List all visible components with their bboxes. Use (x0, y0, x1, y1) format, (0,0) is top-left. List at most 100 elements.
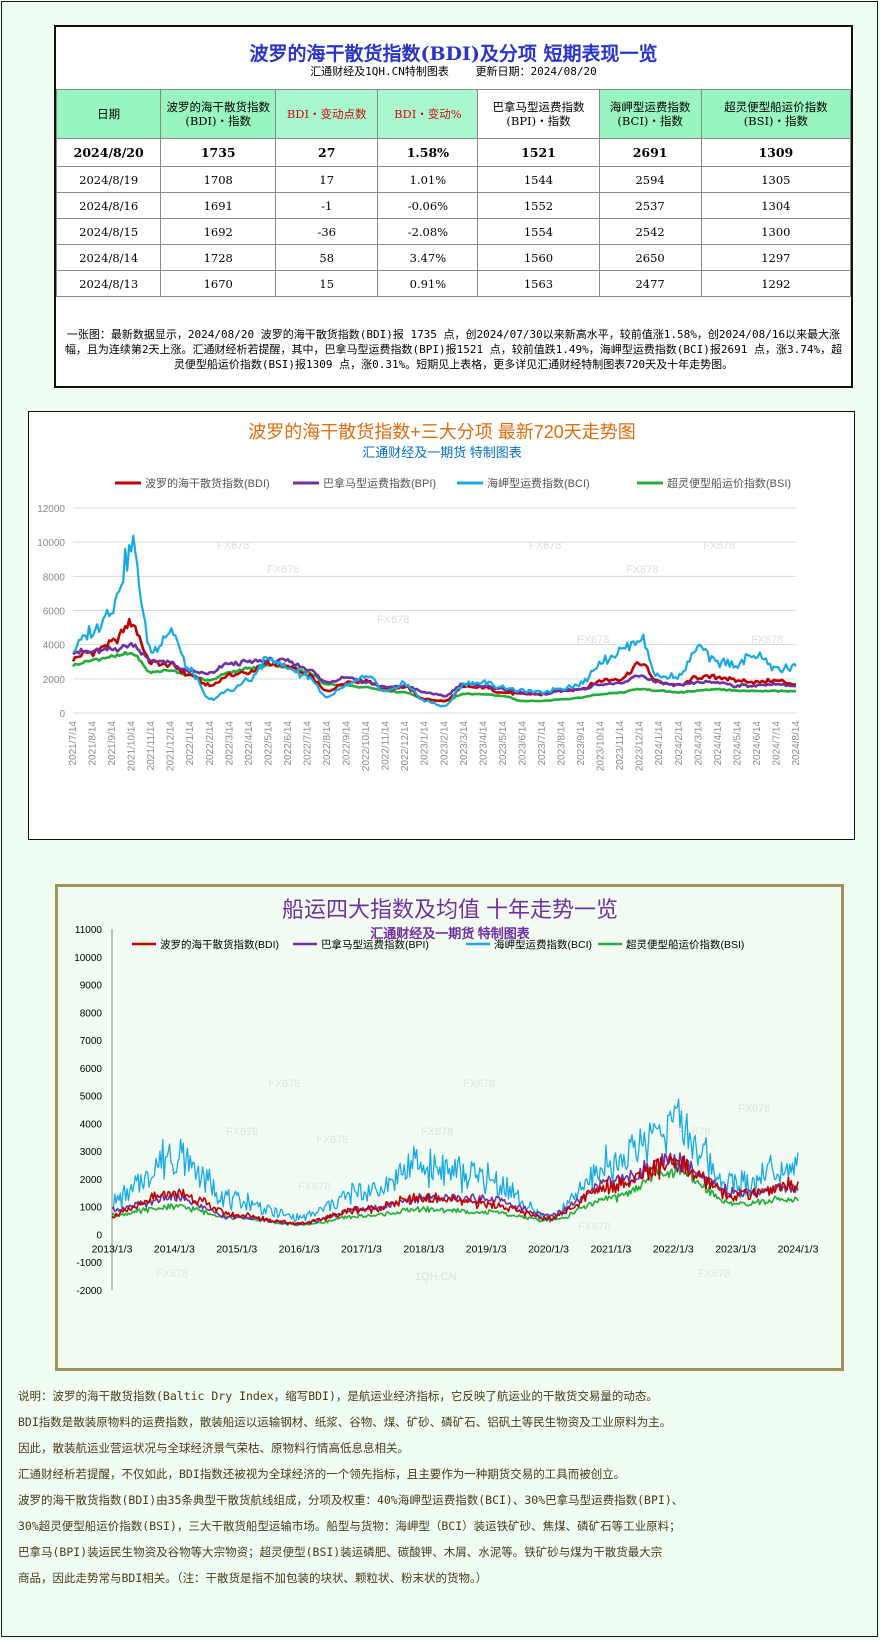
col-header-bdi-pct: BDI・变动% (377, 89, 479, 139)
table-cell: 1300 (700, 218, 852, 245)
table-cell: 2024/8/13 (55, 270, 162, 297)
table-cell: 1554 (477, 218, 600, 245)
y-tick-label: 7000 (80, 1036, 103, 1047)
table-row: 2024/8/13 1670 15 0.91% 1563 2477 1292 (55, 270, 852, 297)
table-row: 2024/8/16 1691 -1 -0.06% 1552 2537 1304 (55, 192, 852, 219)
y-tick-label: 8000 (80, 1008, 103, 1019)
update-date: 更新日期：2024/08/20 (475, 65, 597, 78)
watermark: FX678 (529, 540, 561, 552)
footer-line: 巴拿马(BPI)装运民生物资及谷物等大宗物资；超灵便型(BSI)装运磷肥、碳酸钾… (18, 1545, 663, 1559)
y-tick-label: 0 (96, 1230, 102, 1241)
x-tick-label: 2022/5/14 (263, 721, 274, 766)
table-cell: 1.58% (377, 138, 479, 167)
chart-subtitle: 汇通财经及一期货 特制图表 (370, 926, 531, 941)
source-label: 汇通财经及1QH.CN特制图表 (310, 65, 449, 78)
y-tick-label: 9000 (80, 981, 103, 992)
x-tick-label: 2024/8/14 (791, 721, 802, 766)
x-tick-label: 2023/12/14 (635, 721, 646, 771)
legend-label: 波罗的海干散货指数(BDI) (160, 938, 279, 951)
footer-line: 商品，因此走势常与BDI相关。（注：干散货是指不加包装的块状、颗粒状、粉末状的货… (18, 1571, 488, 1585)
legend-label: 波罗的海干散货指数(BDI) (145, 476, 270, 490)
table-cell: 1692 (160, 218, 277, 245)
col-header-bpi: 巴拿马型运费指数 (BPI)・指数 (477, 89, 600, 139)
table-cell: 2594 (598, 166, 702, 193)
x-tick-label: 2024/2/14 (674, 721, 685, 766)
series-line-2 (111, 1152, 799, 1226)
y-tick-label: 11000 (75, 925, 103, 936)
x-tick-label: 2022/1/3 (653, 1243, 694, 1255)
legend-label: 超灵便型船运价指数(BSI) (667, 476, 791, 490)
table-cell: 1552 (477, 192, 600, 219)
x-tick-label: 2022/10/14 (361, 721, 372, 771)
y-tick-label: 4000 (43, 641, 66, 652)
x-tick-label: 2021/11/14 (146, 721, 157, 771)
x-tick-label: 2023/3/14 (459, 721, 470, 766)
x-tick-label: 2021/9/14 (107, 721, 118, 766)
x-tick-label: 2023/1/3 (715, 1243, 756, 1255)
x-tick-label: 2017/1/3 (341, 1243, 382, 1255)
y-tick-label: 3000 (80, 1147, 103, 1158)
x-tick-label: 2022/7/14 (302, 721, 313, 766)
y-tick-label: 2000 (43, 675, 66, 686)
watermark: FX678 (703, 540, 735, 552)
table-cell: 3.47% (377, 244, 479, 271)
x-tick-label: 2018/1/3 (403, 1243, 444, 1255)
table-cell: 1.01% (377, 166, 479, 193)
watermark: FX678 (267, 564, 299, 576)
watermark: FX678 (698, 1268, 730, 1280)
table-cell: 2691 (598, 138, 702, 167)
legend-label: 海岬型运费指数(BCI) (494, 938, 592, 951)
col-header-bdi-change: BDI・变动点数 (275, 89, 379, 139)
table-cell: 2024/8/20 (55, 138, 162, 167)
table-cell: 2537 (598, 192, 702, 219)
footer-line: 波罗的海干散货指数(BDI)由35条典型干散货航线组成，分项及权重：40%海岬型… (18, 1493, 684, 1507)
table-cell: 2542 (598, 218, 702, 245)
series-line-3 (111, 1098, 799, 1223)
table-cell: 2024/8/19 (55, 166, 162, 193)
watermark: FX678 (463, 1078, 495, 1090)
watermark: FX678 (377, 614, 409, 626)
table-cell: 1670 (160, 270, 277, 297)
table-cell: 27 (275, 138, 379, 167)
table-row: 2024/8/14 1728 58 3.47% 1560 2650 1297 (55, 244, 852, 271)
table-row: 2024/8/15 1692 -36 -2.08% 1554 2542 1300 (55, 218, 852, 245)
x-tick-label: 2016/1/3 (279, 1243, 320, 1255)
y-tick-label: 12000 (37, 504, 65, 515)
series-line-4 (111, 1161, 799, 1227)
footer-line: 因此，散装航运业营运状况与全球经济景气荣枯、原物料行情高低息息相关。 (18, 1441, 409, 1455)
chart-720-days: 波罗的海干散货指数+三大分项 最新720天走势图 汇通财经及一期货 特制图表 0 20… (28, 411, 855, 840)
table-cell: -0.06% (377, 192, 479, 219)
x-tick-label: 2022/4/14 (244, 721, 255, 766)
series-line-1 (71, 617, 796, 703)
footer-notes: 说明：波罗的海干散货指数(Baltic Dry Index，缩写BDI)，是航运… (18, 1383, 863, 1591)
x-tick-label: 2024/1/3 (778, 1243, 819, 1255)
x-tick-label: 2021/1/3 (590, 1243, 631, 1255)
table-cell: 2650 (598, 244, 702, 271)
table-cell: 1691 (160, 192, 277, 219)
table-cell: 1728 (160, 244, 277, 271)
table-row: 2024/8/19 1708 17 1.01% 1544 2594 1305 (55, 166, 852, 193)
watermark: FX678 (626, 564, 658, 576)
x-tick-label: 2024/1/14 (654, 721, 665, 766)
y-tick-label: 6000 (80, 1064, 103, 1075)
table-cell: 0.91% (377, 270, 479, 297)
watermark: FX678 (316, 1134, 348, 1146)
legend-label: 超灵便型船运价指数(BSI) (626, 938, 744, 951)
legend-label: 海岬型运费指数(BCI) (487, 476, 590, 490)
x-tick-label: 2023/6/14 (517, 721, 528, 766)
y-tick-label: 1000 (80, 1203, 103, 1214)
x-tick-label: 2023/9/14 (576, 721, 587, 766)
y-tick-label: -2000 (76, 1286, 102, 1297)
y-tick-label: 8000 (43, 572, 66, 583)
watermark: FX678 (268, 1078, 300, 1090)
table-cell: 2024/8/16 (55, 192, 162, 219)
x-tick-label: 2021/12/14 (166, 721, 177, 771)
col-header-bci: 海岬型运费指数 (BCI)・指数 (598, 89, 702, 139)
table-cell: 1560 (477, 244, 600, 271)
y-tick-label: 4000 (80, 1119, 103, 1130)
watermark: FX678 (217, 540, 249, 552)
x-tick-label: 2023/4/14 (478, 721, 489, 766)
table-cell: -36 (275, 218, 379, 245)
watermark: FX678 (421, 1126, 453, 1138)
